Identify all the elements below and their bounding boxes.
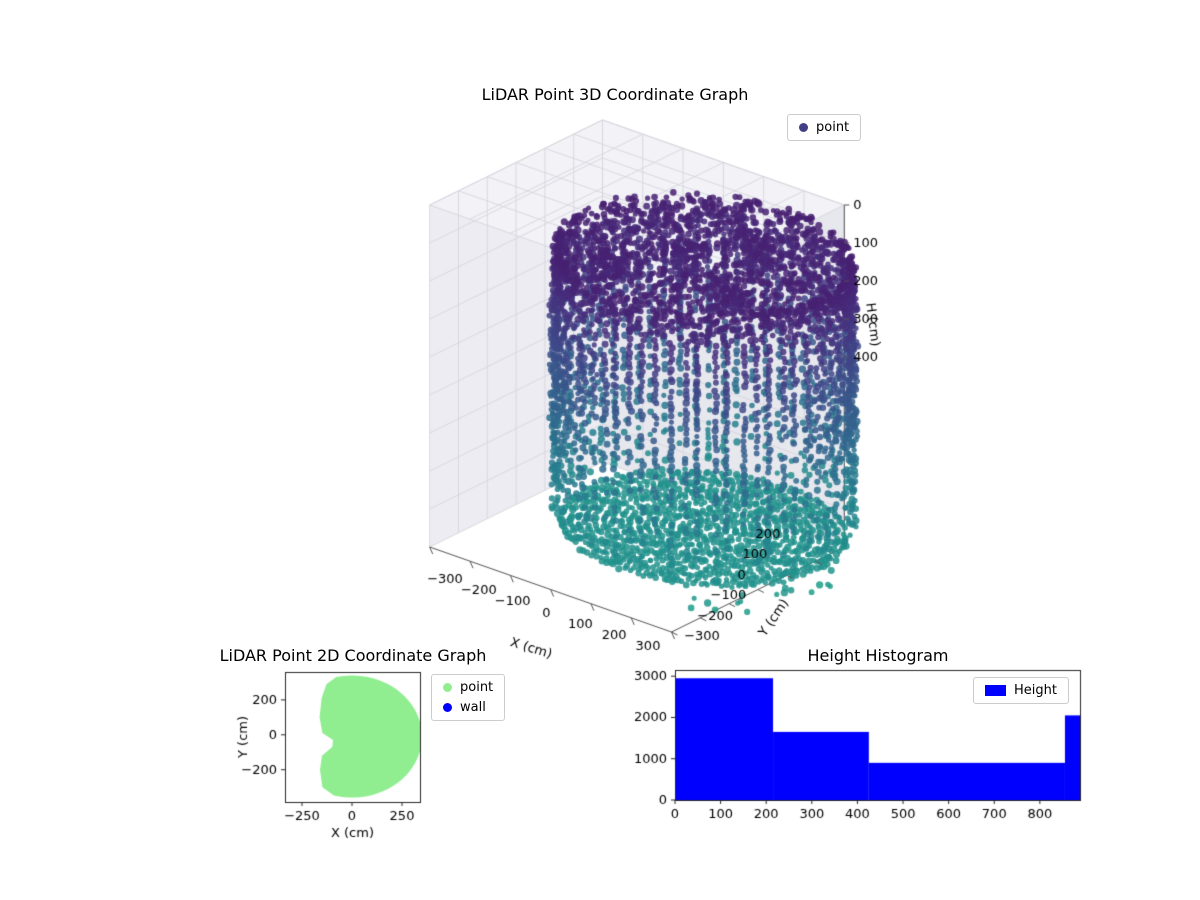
plot2d-title: LiDAR Point 2D Coordinate Graph bbox=[219, 646, 487, 665]
legend-entry-height: Height bbox=[985, 683, 1057, 698]
plot2d-legend: point wall bbox=[431, 674, 506, 721]
legend-label-point-2d: point bbox=[460, 680, 494, 695]
plot3d-title: LiDAR Point 3D Coordinate Graph bbox=[481, 85, 749, 104]
plot3d-legend: point bbox=[787, 114, 862, 141]
point-marker-icon bbox=[443, 683, 452, 692]
legend-entry-point-3d: point bbox=[799, 120, 849, 135]
hist-legend: Height bbox=[973, 677, 1069, 704]
legend-entry-wall-2d: wall bbox=[443, 700, 493, 715]
hist-title: Height Histogram bbox=[807, 646, 949, 665]
point-marker-icon bbox=[799, 123, 808, 132]
wall-marker-icon bbox=[443, 703, 452, 712]
height-patch-icon bbox=[985, 685, 1006, 696]
legend-entry-point-2d: point bbox=[443, 680, 493, 695]
legend-label-wall-2d: wall bbox=[460, 700, 486, 715]
legend-label-height: Height bbox=[1014, 683, 1057, 698]
legend-label-point-3d: point bbox=[816, 120, 850, 135]
